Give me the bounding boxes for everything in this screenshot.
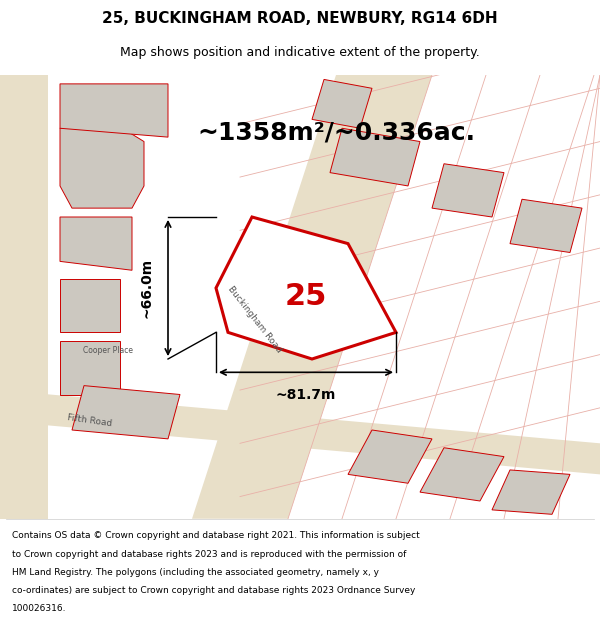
Polygon shape bbox=[492, 470, 570, 514]
Text: Buckingham Road: Buckingham Road bbox=[226, 284, 284, 354]
Polygon shape bbox=[330, 128, 420, 186]
Polygon shape bbox=[60, 217, 132, 270]
Text: co-ordinates) are subject to Crown copyright and database rights 2023 Ordnance S: co-ordinates) are subject to Crown copyr… bbox=[12, 586, 415, 595]
Polygon shape bbox=[72, 386, 180, 439]
Text: 25: 25 bbox=[285, 282, 327, 311]
Polygon shape bbox=[192, 75, 432, 519]
Polygon shape bbox=[510, 199, 582, 252]
Polygon shape bbox=[60, 279, 120, 332]
Text: 25, BUCKINGHAM ROAD, NEWBURY, RG14 6DH: 25, BUCKINGHAM ROAD, NEWBURY, RG14 6DH bbox=[102, 11, 498, 26]
Polygon shape bbox=[420, 448, 504, 501]
Polygon shape bbox=[0, 75, 48, 519]
Polygon shape bbox=[348, 430, 432, 483]
Polygon shape bbox=[312, 79, 372, 128]
Text: Contains OS data © Crown copyright and database right 2021. This information is : Contains OS data © Crown copyright and d… bbox=[12, 531, 420, 541]
Text: Map shows position and indicative extent of the property.: Map shows position and indicative extent… bbox=[120, 46, 480, 59]
Polygon shape bbox=[0, 390, 600, 474]
Polygon shape bbox=[60, 341, 120, 394]
Text: ~1358m²/~0.336ac.: ~1358m²/~0.336ac. bbox=[197, 121, 475, 144]
Text: to Crown copyright and database rights 2023 and is reproduced with the permissio: to Crown copyright and database rights 2… bbox=[12, 549, 406, 559]
Polygon shape bbox=[60, 119, 144, 208]
Polygon shape bbox=[60, 84, 168, 137]
Text: 100026316.: 100026316. bbox=[12, 604, 67, 612]
Text: ~81.7m: ~81.7m bbox=[276, 388, 336, 402]
Polygon shape bbox=[432, 164, 504, 217]
Text: HM Land Registry. The polygons (including the associated geometry, namely x, y: HM Land Registry. The polygons (includin… bbox=[12, 568, 379, 577]
Text: Fifth Road: Fifth Road bbox=[67, 414, 113, 429]
Text: Cooper Place: Cooper Place bbox=[83, 346, 133, 354]
Polygon shape bbox=[216, 217, 396, 359]
Text: ~66.0m: ~66.0m bbox=[139, 258, 153, 318]
